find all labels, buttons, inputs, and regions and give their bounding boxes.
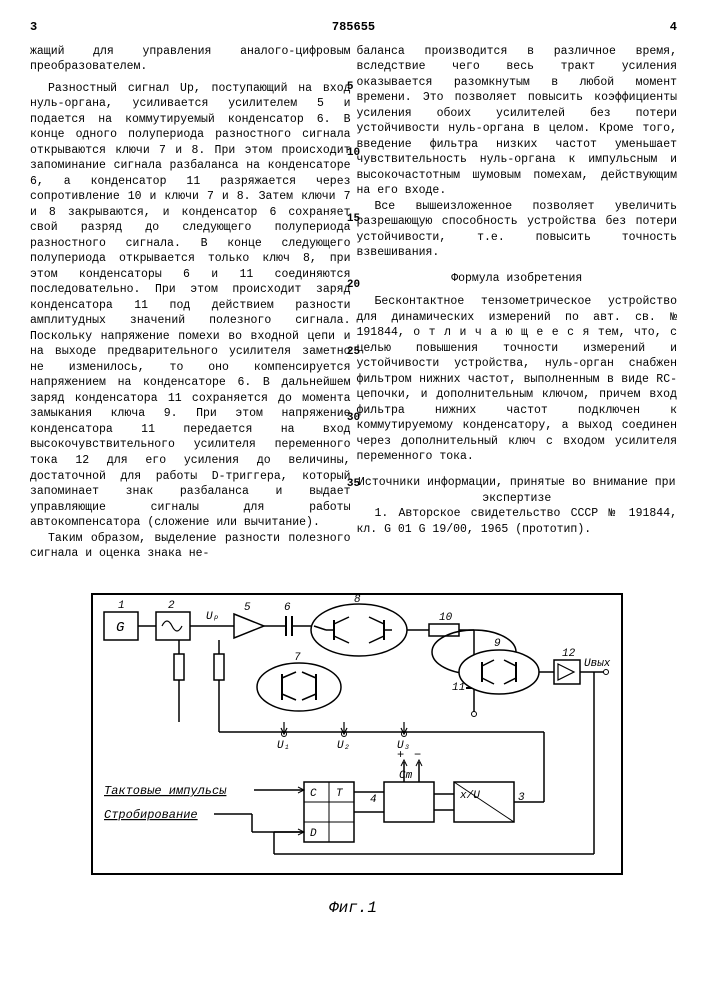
label-8: 8 [354,594,361,606]
label-Up: Uₚ [206,611,219,623]
line-marker: 10 [347,146,360,160]
svg-text:−: − [414,748,421,762]
label-U1: U₁ [277,740,290,752]
label-6: 6 [284,602,291,614]
line-marker: 30 [347,411,360,425]
sources-title: Источники информации, принятые во вниман… [357,475,678,506]
label-2: 2 [168,600,175,612]
right-p4: 1. Авторское свидетельство СССР № 191844… [357,506,678,537]
left-page-number: 3 [30,20,37,36]
left-p2: Разностный сигнал Uр, поступающий на вхо… [30,81,351,531]
svg-text:+: + [397,748,404,762]
label-4: 4 [370,794,377,806]
line-marker: 5 [347,80,360,94]
label-C: C [310,788,317,800]
page-header: 3 785655 4 [30,20,677,36]
text-columns: 5 10 15 20 25 30 35 жащий для управления… [30,44,677,562]
right-column: баланса производится в различное время, … [357,44,678,562]
line-marker: 15 [347,212,360,226]
figure-label: Фиг.1 [329,899,377,917]
label-9: 9 [494,638,501,650]
line-marker: 20 [347,278,360,292]
formula-title: Формула изобретения [357,271,678,287]
label-U2: U₂ [337,740,350,752]
line-marker: 25 [347,345,360,359]
circuit-diagram: G 1 2 Uₚ 5 6 8 [30,582,677,948]
right-page-number: 4 [670,20,677,36]
right-p2: Все вышеизложенное позволяет увеличить р… [357,199,678,261]
label-G: G [116,620,125,636]
label-D: D [310,828,317,840]
right-p3: Бесконтактное тензометрическое устройств… [357,294,678,465]
label-Cm: Cm [399,770,413,782]
label-5: 5 [244,602,251,614]
label-strobe: Стробирование [104,808,198,822]
left-p1: жащий для управления аналого-цифровым пр… [30,44,351,75]
circuit-svg: G 1 2 Uₚ 5 6 8 [74,582,634,942]
patent-number: 785655 [332,20,375,36]
label-12: 12 [562,648,576,660]
right-p1: баланса производится в различное время, … [357,44,678,199]
left-column: жащий для управления аналого-цифровым пр… [30,44,351,562]
left-p3: Таким образом, выделение разности полезн… [30,531,351,562]
label-11: 11 [452,682,465,694]
label-clock: Тактовые импульсы [104,784,227,798]
label-xU: x/U [459,790,480,802]
line-marker: 35 [347,477,360,491]
label-1: 1 [118,600,125,612]
line-number-markers: 5 10 15 20 25 30 35 [347,44,360,492]
label-7: 7 [294,652,301,664]
label-Uvyh: Uвых [584,658,611,670]
label-10: 10 [439,612,453,624]
